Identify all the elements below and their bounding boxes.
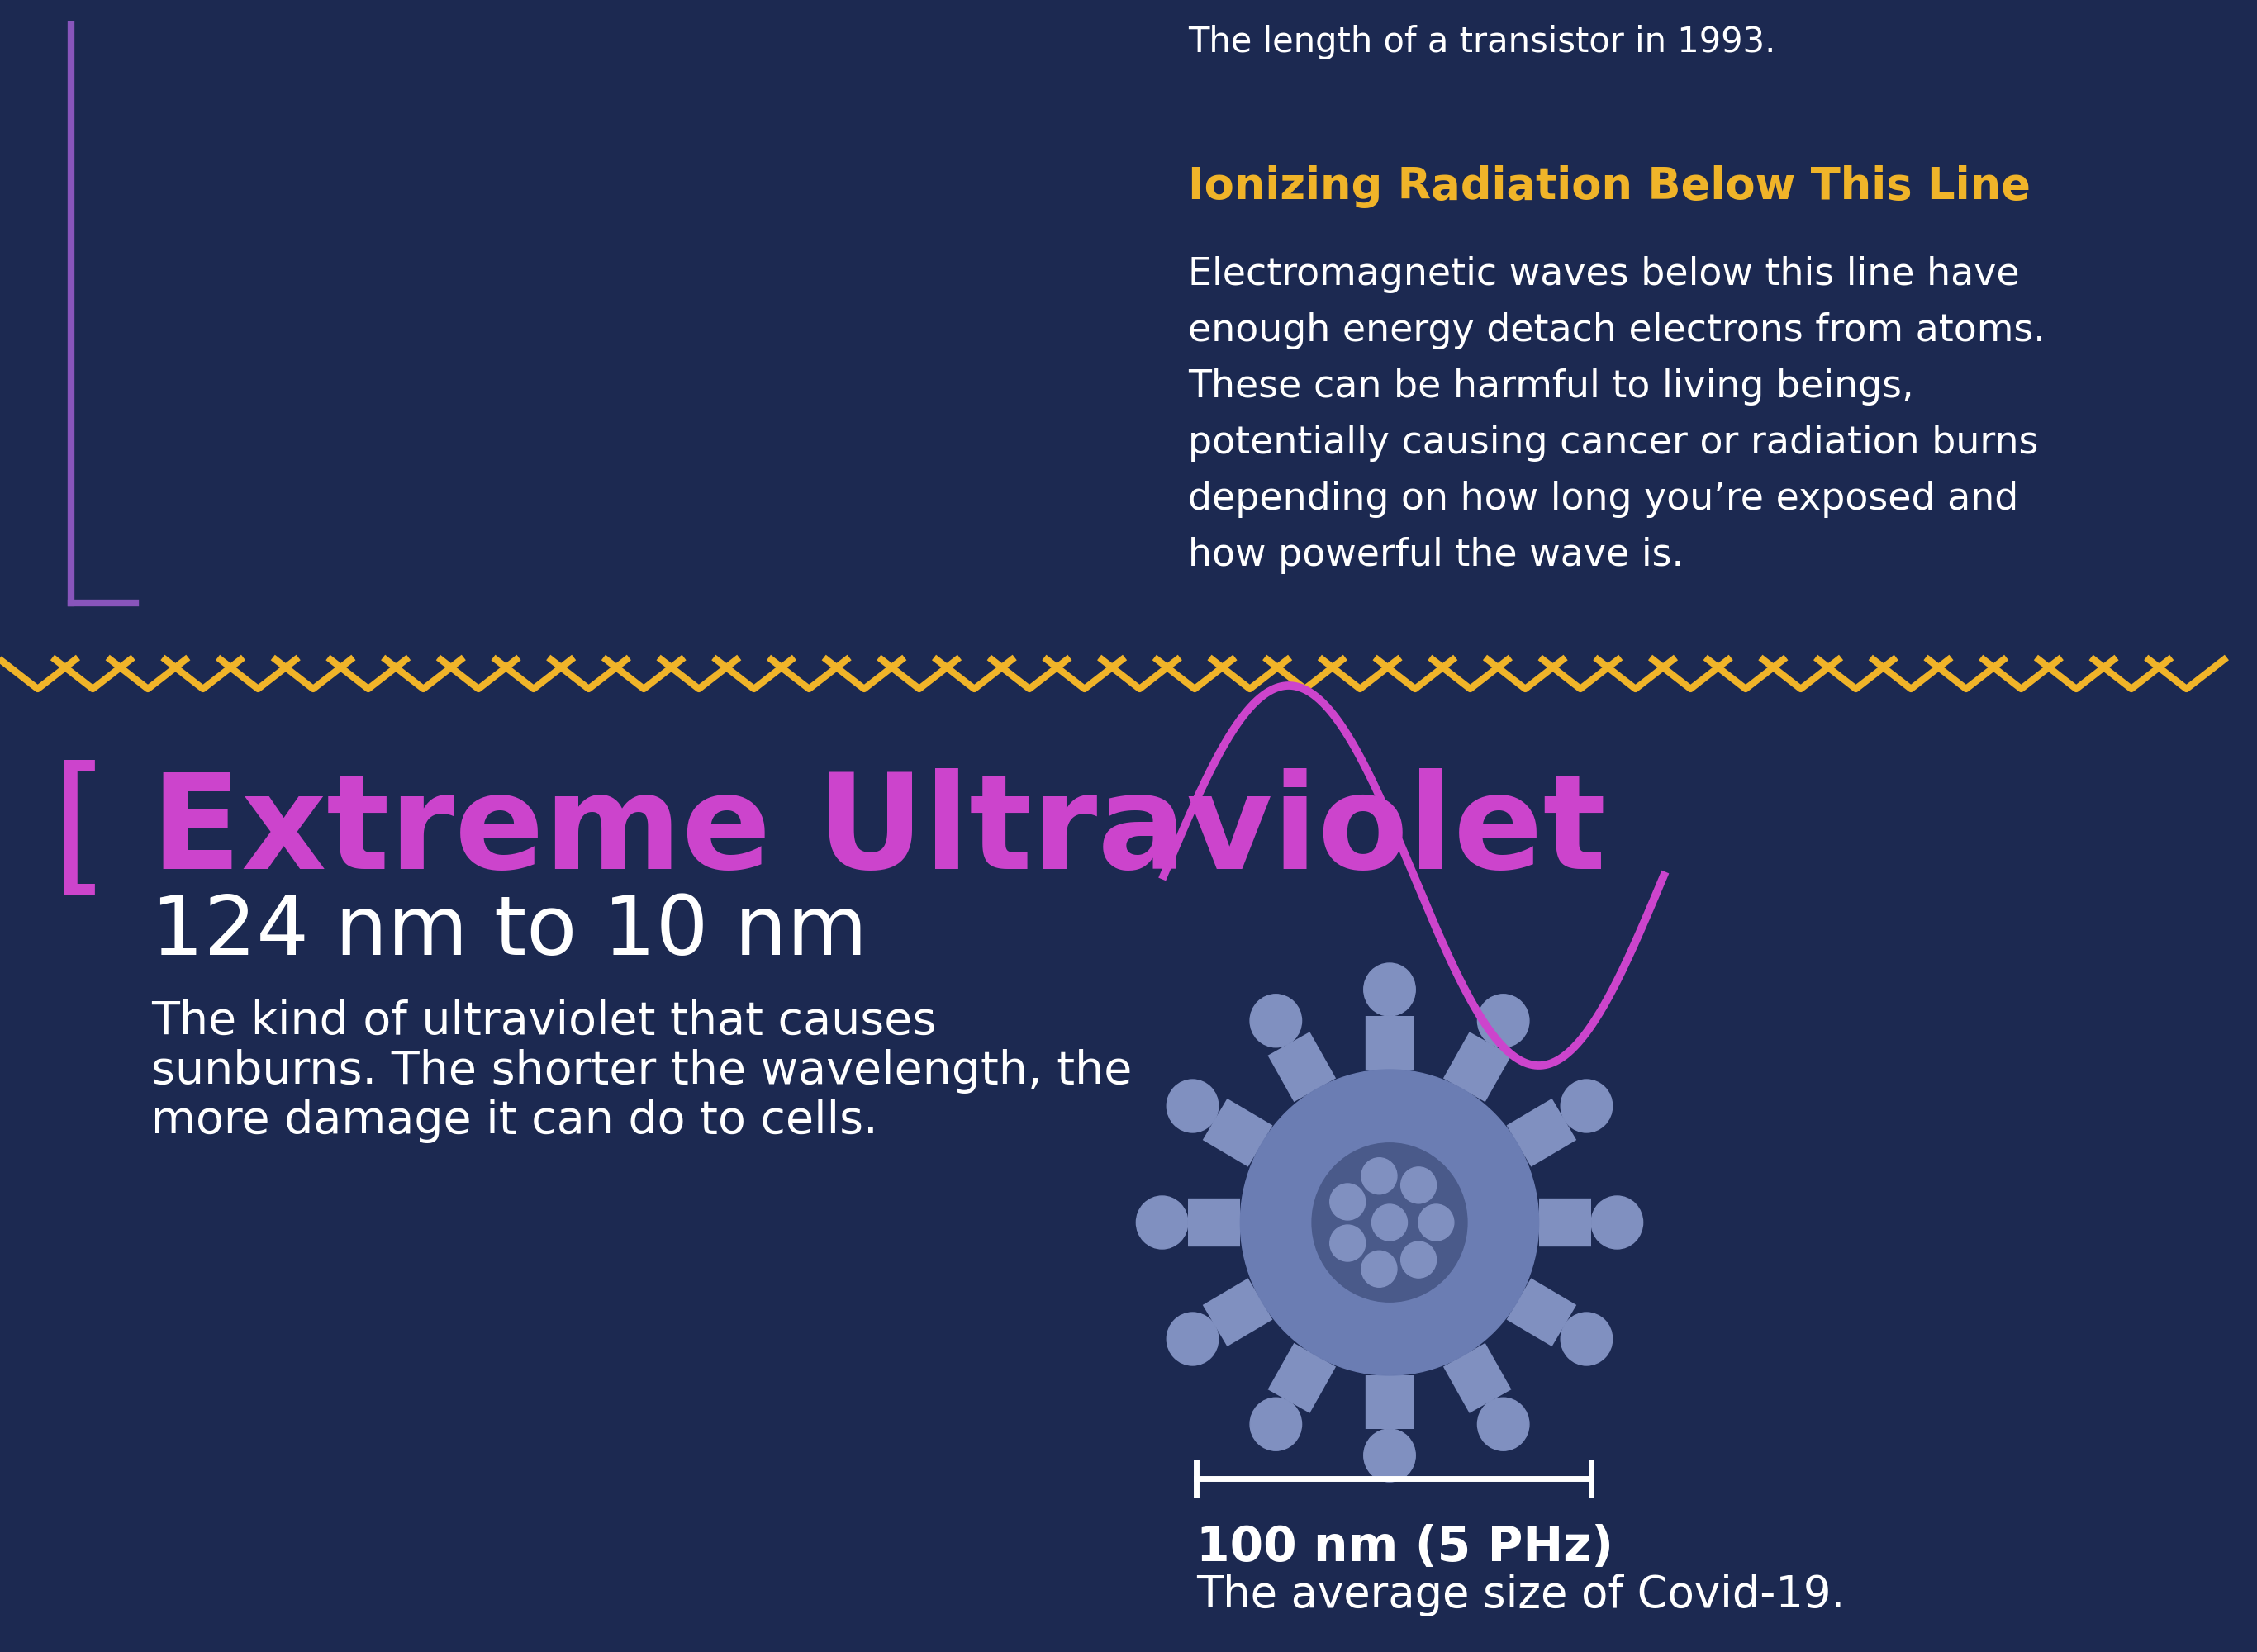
Circle shape <box>1167 1080 1219 1133</box>
Text: The kind of ultraviolet that causes: The kind of ultraviolet that causes <box>151 999 937 1044</box>
Text: enough energy detach electrons from atoms.: enough energy detach electrons from atom… <box>1187 312 2045 350</box>
Text: 100 nm (5 PHz): 100 nm (5 PHz) <box>1196 1523 1614 1571</box>
Circle shape <box>1329 1226 1365 1262</box>
Circle shape <box>1241 1070 1539 1374</box>
Circle shape <box>1591 1196 1643 1249</box>
Text: [: [ <box>50 760 108 905</box>
Text: Ionizing Radiation Below This Line: Ionizing Radiation Below This Line <box>1187 165 2031 208</box>
Text: 124 nm to 10 nm: 124 nm to 10 nm <box>151 892 867 971</box>
Circle shape <box>1167 1312 1219 1365</box>
Circle shape <box>1250 995 1302 1047</box>
Circle shape <box>1361 1158 1397 1194</box>
Text: how powerful the wave is.: how powerful the wave is. <box>1187 537 1684 575</box>
Text: depending on how long you’re exposed and: depending on how long you’re exposed and <box>1187 481 2018 519</box>
Circle shape <box>1417 1204 1454 1241</box>
Text: Electromagnetic waves below this line have: Electromagnetic waves below this line ha… <box>1187 256 2020 294</box>
Circle shape <box>1402 1242 1435 1279</box>
Circle shape <box>1562 1080 1611 1133</box>
Text: potentially causing cancer or radiation burns: potentially causing cancer or radiation … <box>1187 425 2038 461</box>
Circle shape <box>1135 1196 1187 1249</box>
Circle shape <box>1478 1398 1528 1450</box>
Text: These can be harmful to living beings,: These can be harmful to living beings, <box>1187 368 1914 405</box>
Text: Extreme Ultraviolet: Extreme Ultraviolet <box>151 768 1607 895</box>
Text: The length of a transistor in 1993.: The length of a transistor in 1993. <box>1187 25 1776 59</box>
Circle shape <box>1562 1312 1611 1365</box>
Circle shape <box>1250 1398 1302 1450</box>
Circle shape <box>1478 995 1528 1047</box>
Text: more damage it can do to cells.: more damage it can do to cells. <box>151 1099 878 1143</box>
Circle shape <box>1361 1251 1397 1287</box>
Circle shape <box>1311 1143 1467 1302</box>
Text: sunburns. The shorter the wavelength, the: sunburns. The shorter the wavelength, th… <box>151 1049 1133 1094</box>
Circle shape <box>1402 1166 1435 1203</box>
Circle shape <box>1363 1429 1415 1482</box>
Circle shape <box>1363 963 1415 1016</box>
Circle shape <box>1372 1204 1408 1241</box>
Text: The average size of Covid-19.: The average size of Covid-19. <box>1196 1573 1844 1616</box>
Circle shape <box>1329 1183 1365 1219</box>
